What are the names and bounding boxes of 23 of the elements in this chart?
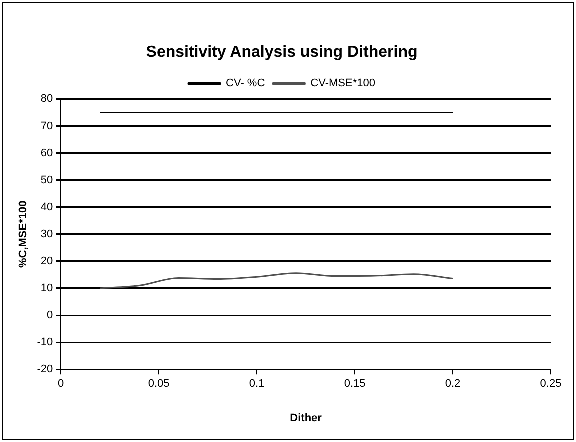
x-tick-label: 0.05 bbox=[148, 378, 170, 390]
x-tick-label: 0 bbox=[58, 378, 64, 390]
y-tick-label: 20 bbox=[40, 255, 54, 268]
y-tick-label: 50 bbox=[40, 174, 54, 186]
line-series bbox=[100, 272, 454, 290]
y-tick-label: 30 bbox=[40, 228, 54, 240]
y-tick-label: -10 bbox=[37, 336, 54, 349]
y-tick-label: 70 bbox=[40, 120, 54, 132]
y-tick-label: -20 bbox=[37, 364, 54, 376]
x-tick-label: 0.2 bbox=[445, 378, 461, 390]
x-tick-label: 0.1 bbox=[249, 378, 265, 390]
x-tick-label: 0.25 bbox=[540, 378, 562, 390]
y-tick-label: 60 bbox=[40, 147, 54, 160]
y-axis-title: %C,MSE*100 bbox=[18, 200, 30, 268]
y-tick-label: 10 bbox=[40, 282, 54, 295]
y-tick-label: 0 bbox=[46, 310, 54, 322]
legend-label: CV-MSE*100 bbox=[310, 78, 376, 90]
legend-label: CV- %C bbox=[226, 78, 266, 90]
y-tick-label: 80 bbox=[40, 93, 54, 106]
chart-title: Sensitivity Analysis using Dithering bbox=[146, 44, 418, 62]
x-tick-label: 0.15 bbox=[344, 378, 366, 390]
x-axis-title: Dither bbox=[290, 412, 323, 424]
y-tick-label: 40 bbox=[40, 201, 54, 214]
